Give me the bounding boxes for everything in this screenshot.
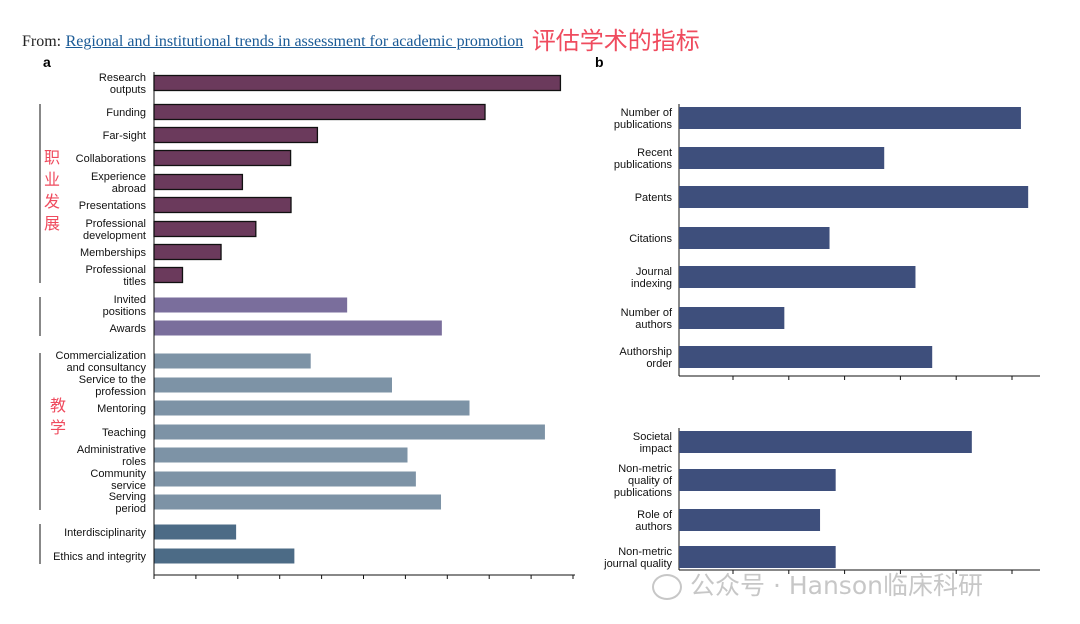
bar-a xyxy=(154,320,442,336)
bar-b xyxy=(679,266,916,288)
bar-a xyxy=(154,353,311,369)
bar-a xyxy=(154,524,237,540)
bar-a xyxy=(153,103,486,121)
category-label-a: Professional titles xyxy=(85,264,146,288)
category-label-a: Far-sight xyxy=(103,130,146,142)
watermark: 公众号 · Hanson临床科研 xyxy=(652,566,983,602)
category-label-b: Societal impact xyxy=(633,431,672,455)
bar-a xyxy=(153,243,222,261)
bar-b xyxy=(679,307,785,329)
cn-figure-title: 评估学术的指标 xyxy=(531,27,700,55)
category-label-a: Awards xyxy=(110,323,147,335)
bar-a xyxy=(154,424,545,440)
cn-group-annotation: 教 xyxy=(50,396,66,415)
bar-a xyxy=(153,149,292,167)
bar-a xyxy=(153,196,292,214)
bar-b xyxy=(679,107,1021,129)
category-label-a: Teaching xyxy=(102,427,146,439)
category-label-a: Serving period xyxy=(109,491,146,515)
category-label-b: Number of authors xyxy=(621,307,673,331)
bar-b xyxy=(679,546,836,568)
chat-bubble-icon xyxy=(652,574,682,600)
bar-a xyxy=(153,220,257,238)
bar-b xyxy=(679,469,836,491)
category-label-a: Experience abroad xyxy=(91,171,146,195)
panel-a-letter: a xyxy=(43,54,51,70)
bar-a xyxy=(153,74,562,92)
cn-group-annotation: 学 xyxy=(50,418,66,437)
category-label-a: Service to the profession xyxy=(79,374,146,398)
bar-a xyxy=(153,266,184,284)
bar-b xyxy=(679,186,1029,208)
bar-b xyxy=(679,147,885,169)
bar-b xyxy=(679,431,972,453)
category-label-a: Research outputs xyxy=(99,72,147,96)
bar-b xyxy=(679,346,933,368)
bar-a xyxy=(154,377,392,393)
bar-a xyxy=(154,400,470,416)
category-label-a: Invited positions xyxy=(103,294,147,318)
bar-a xyxy=(154,548,295,564)
bar-a xyxy=(153,173,244,191)
from-label: From: xyxy=(22,33,62,50)
category-label-b: Authorship order xyxy=(619,346,672,370)
bar-a xyxy=(153,126,319,144)
category-label-a: Collaborations xyxy=(76,153,147,165)
cn-group-annotation: 展 xyxy=(44,214,60,233)
figure-header: From: Regional and institutional trends … xyxy=(22,18,700,55)
cn-group-annotation: 发 xyxy=(44,192,60,211)
category-label-a: Interdisciplinarity xyxy=(64,527,146,539)
category-label-b: Non-metric quality of publications xyxy=(614,463,673,499)
category-label-b: Role of authors xyxy=(635,509,673,533)
category-label-b: Citations xyxy=(629,233,672,245)
category-label-a: Community service xyxy=(90,468,146,492)
category-label-b: Non-metric journal quality xyxy=(603,546,672,570)
category-label-a: Memberships xyxy=(80,247,147,259)
category-label-a: Administrative roles xyxy=(77,444,147,468)
bar-b xyxy=(679,509,821,531)
category-label-a: Funding xyxy=(106,107,146,119)
cn-group-annotation: 职 xyxy=(44,148,60,167)
bar-a xyxy=(154,297,348,313)
category-label-b: Journal indexing xyxy=(631,266,672,290)
cn-group-annotation: 业 xyxy=(44,170,60,189)
category-label-a: Mentoring xyxy=(97,403,146,415)
category-label-a: Ethics and integrity xyxy=(53,551,146,563)
category-label-b: Recent publications xyxy=(614,147,673,171)
category-label-a: Presentations xyxy=(79,200,147,212)
watermark-text: 公众号 · Hanson临床科研 xyxy=(690,571,983,600)
bar-a xyxy=(154,494,442,510)
bar-a xyxy=(154,471,416,487)
category-label-b: Patents xyxy=(635,192,673,204)
bar-a xyxy=(154,447,408,463)
panel-b-letter: b xyxy=(595,54,604,70)
category-label-b: Number of publications xyxy=(614,107,673,131)
article-link[interactable]: Regional and institutional trends in ass… xyxy=(65,33,524,50)
bar-b xyxy=(679,227,830,249)
category-label-a: Commercialization and consultancy xyxy=(56,350,147,374)
category-label-a: Professional development xyxy=(83,218,146,242)
